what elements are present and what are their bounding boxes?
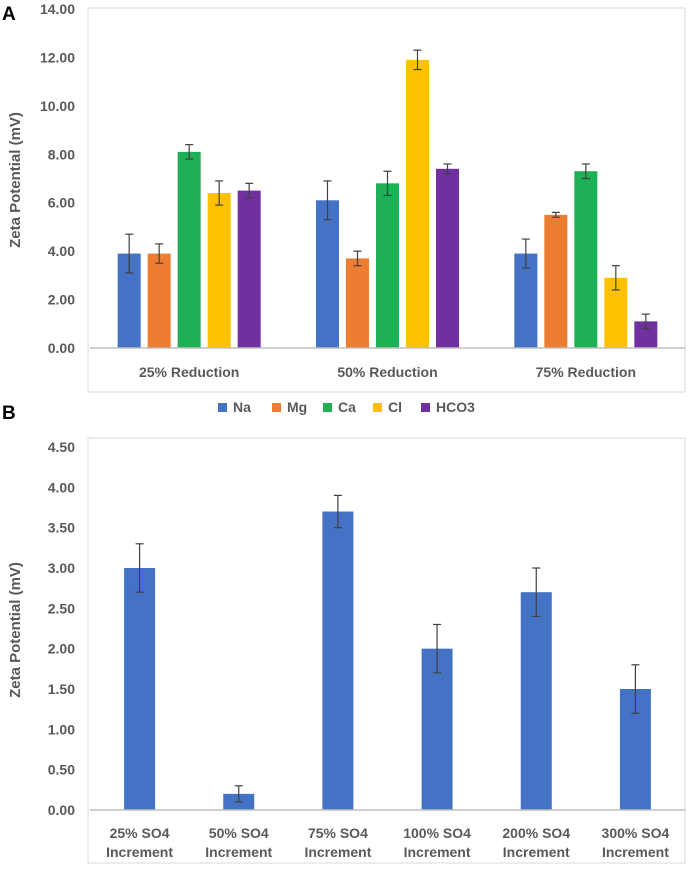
bar-mg: [544, 214, 568, 348]
category-label-line: Increment: [106, 844, 173, 860]
panel-a-bars: [117, 49, 658, 348]
bar-so4: [322, 511, 354, 810]
bar-mg: [346, 258, 369, 348]
panel-b-category-label: 25% SO4 Increment: [106, 825, 173, 860]
panel-b-y-tick: 4.50: [48, 439, 75, 455]
panel-b-category-label: 75% SO4 Increment: [304, 825, 371, 860]
panel-a-y-tick: 6.00: [48, 195, 75, 211]
panel-b-y-tick: 1.00: [48, 721, 75, 737]
category-label-line: Increment: [602, 844, 669, 860]
category-label-line: 200% SO4: [502, 825, 570, 841]
bar-cl: [406, 59, 429, 348]
panel-a-y-tick: 10.00: [40, 98, 75, 114]
panel-a-category-label: 25% Reduction: [139, 364, 239, 380]
bar-na: [117, 253, 141, 348]
bar-ca: [376, 183, 399, 348]
bar-hco3: [237, 190, 261, 348]
panel-b-y-ticks: 0.00 0.50 1.00 1.50 2.00 2.50 3.00 3.50 4.00 4.50: [48, 439, 75, 818]
legend-item-hco3[interactable]: HCO3: [421, 399, 475, 415]
panel-a-category-label: 75% Reduction: [536, 364, 636, 380]
bar-ca: [177, 151, 201, 348]
panel-a: A Zeta Potential (mV) 0.00 2.00 4.00 6.00 8.…: [2, 1, 686, 415]
bar-na: [316, 200, 339, 348]
legend-label: Na: [233, 399, 251, 415]
panel-a-y-tick: 0.00: [48, 340, 75, 356]
legend-swatch: [218, 403, 227, 412]
panel-b-y-tick: 1.50: [48, 681, 75, 697]
category-label-line: Increment: [304, 844, 371, 860]
panel-b-y-tick: 4.00: [48, 479, 75, 495]
panel-b-plot-border: [87, 437, 686, 864]
panel-a-y-tick: 4.00: [48, 243, 75, 259]
panel-a-plot-border: [87, 7, 686, 393]
bar-hco3: [436, 168, 459, 348]
category-label-line: 25% SO4: [110, 825, 170, 841]
category-label-line: 75% SO4: [308, 825, 368, 841]
panel-b-category-label: 300% SO4 Increment: [602, 825, 670, 860]
panel-b-y-tick: 0.50: [48, 762, 75, 778]
legend-item-mg[interactable]: Mg: [272, 399, 307, 415]
bar-so4: [124, 568, 156, 810]
legend-item-cl[interactable]: Cl: [373, 399, 402, 415]
panel-b-y-tick: 2.00: [48, 641, 75, 657]
panel-a-categories: 25% Reduction 50% Reduction 75% Reduction: [139, 364, 636, 380]
panel-b-y-tick: 3.50: [48, 520, 75, 536]
panel-a-category-label: 50% Reduction: [337, 364, 437, 380]
bar-na: [514, 253, 538, 348]
panel-a-y-tick: 12.00: [40, 49, 75, 65]
legend-label: Mg: [287, 399, 307, 415]
panel-a-y-tick: 8.00: [48, 146, 75, 162]
legend-label: Cl: [388, 399, 402, 415]
panel-b: B Zeta Potential (mV) 0.00 0.50 1.00 1.50 2.…: [2, 403, 686, 864]
panel-b-category-label: 50% SO4 Increment: [205, 825, 272, 860]
panel-a-legend[interactable]: Na Mg Ca Cl HCO3: [218, 399, 475, 415]
panel-b-category-label: 100% SO4 Increment: [403, 825, 471, 860]
panel-a-y-axis-label: Zeta Potential (mV): [7, 112, 24, 248]
legend-label: Ca: [338, 399, 356, 415]
legend-item-na[interactable]: Na: [218, 399, 251, 415]
category-label-line: Increment: [205, 844, 272, 860]
panel-b-y-tick: 0.00: [48, 802, 75, 818]
category-label-line: 100% SO4: [403, 825, 471, 841]
panel-a-y-tick: 2.00: [48, 292, 75, 308]
panel-b-y-axis-label: Zeta Potential (mV): [7, 562, 24, 698]
legend-swatch: [323, 403, 332, 412]
category-label-line: 50% SO4: [209, 825, 269, 841]
legend-swatch: [421, 403, 430, 412]
legend-swatch: [272, 403, 281, 412]
bar-so4: [520, 592, 552, 810]
panel-a-y-ticks: 0.00 2.00 4.00 6.00 8.00 10.00 12.00 14.00: [40, 1, 75, 356]
panel-b-category-label: 200% SO4 Increment: [502, 825, 570, 860]
panel-b-y-tick: 2.50: [48, 600, 75, 616]
bar-mg: [147, 253, 171, 348]
legend-swatch: [373, 403, 382, 412]
category-label-line: 300% SO4: [602, 825, 670, 841]
legend-label: HCO3: [436, 399, 475, 415]
panel-b-letter: B: [2, 403, 16, 424]
bar-cl: [604, 277, 628, 348]
panel-b-bars: [124, 494, 651, 810]
panel-a-y-tick: 14.00: [40, 1, 75, 17]
category-label-line: Increment: [404, 844, 471, 860]
bar-cl: [207, 193, 231, 348]
panel-b-categories: 25% SO4 Increment 50% SO4 Increment 75% SO4 I…: [106, 825, 669, 860]
bar-hco3: [634, 321, 658, 348]
legend-item-ca[interactable]: Ca: [323, 399, 356, 415]
panel-a-letter: A: [2, 4, 16, 25]
category-label-line: Increment: [503, 844, 570, 860]
bar-so4: [421, 648, 453, 810]
panel-b-y-tick: 3.00: [48, 560, 75, 576]
bar-ca: [574, 171, 598, 348]
